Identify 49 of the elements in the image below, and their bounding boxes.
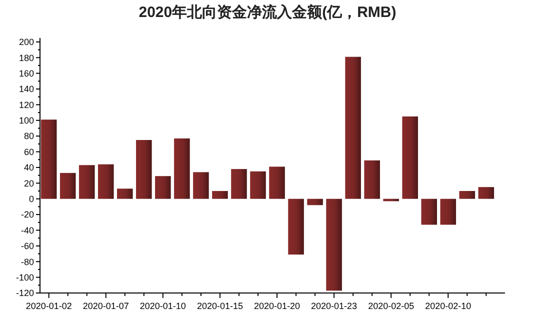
bar [440, 198, 456, 225]
bar [231, 169, 247, 199]
y-tick-label: 0 [28, 194, 34, 204]
y-tick-label: 180 [18, 52, 34, 63]
bar [78, 165, 95, 199]
bar [212, 191, 228, 199]
y-tick-label: 160 [18, 68, 34, 78]
bar [421, 198, 438, 225]
bar [60, 172, 76, 199]
y-tick-label: 80 [24, 131, 34, 142]
y-tick-label: 20 [24, 178, 34, 188]
x-tick-label: 2020-01-02 [26, 301, 72, 311]
y-tick-label: -120 [16, 288, 34, 298]
x-tick-label: 2020-01-15 [196, 301, 243, 311]
bar [402, 116, 418, 199]
y-tick-label: 140 [18, 84, 34, 94]
x-tick-label: 2020-01-20 [254, 301, 300, 311]
bar [345, 56, 361, 199]
x-tick-label: 2020-01-07 [82, 301, 129, 311]
y-tick-label: -80 [20, 256, 34, 267]
bar [250, 171, 266, 199]
y-tick-label: -40 [20, 225, 34, 236]
bar [326, 198, 342, 291]
y-tick-label: 100 [18, 116, 34, 126]
y-tick-label: -100 [16, 272, 34, 282]
bar [40, 120, 57, 199]
y-tick-label: 60 [24, 146, 34, 157]
bar [117, 188, 133, 199]
bar [98, 164, 114, 199]
bar [174, 138, 190, 199]
chart-title: 2020年北向资金净流入金额(亿，RMB) [138, 3, 396, 21]
y-tick-label: 120 [18, 100, 34, 110]
y-tick-label: -60 [20, 241, 34, 252]
bar [364, 160, 380, 199]
x-tick-label: 2020-01-23 [311, 301, 358, 311]
bar [136, 140, 152, 199]
bar [193, 172, 209, 199]
bar [155, 176, 171, 199]
y-tick-label: 200 [18, 37, 34, 48]
x-tick-label: 2020-02-05 [368, 301, 414, 311]
bar [459, 191, 476, 199]
y-tick-label: -20 [20, 210, 34, 220]
y-tick-label: 40 [24, 162, 34, 173]
bar [288, 198, 304, 255]
bar [269, 166, 285, 199]
x-tick-label: 2020-02-10 [425, 301, 472, 311]
bar [478, 187, 494, 199]
bar [307, 198, 323, 206]
x-tick-label: 2020-01-10 [140, 301, 186, 311]
